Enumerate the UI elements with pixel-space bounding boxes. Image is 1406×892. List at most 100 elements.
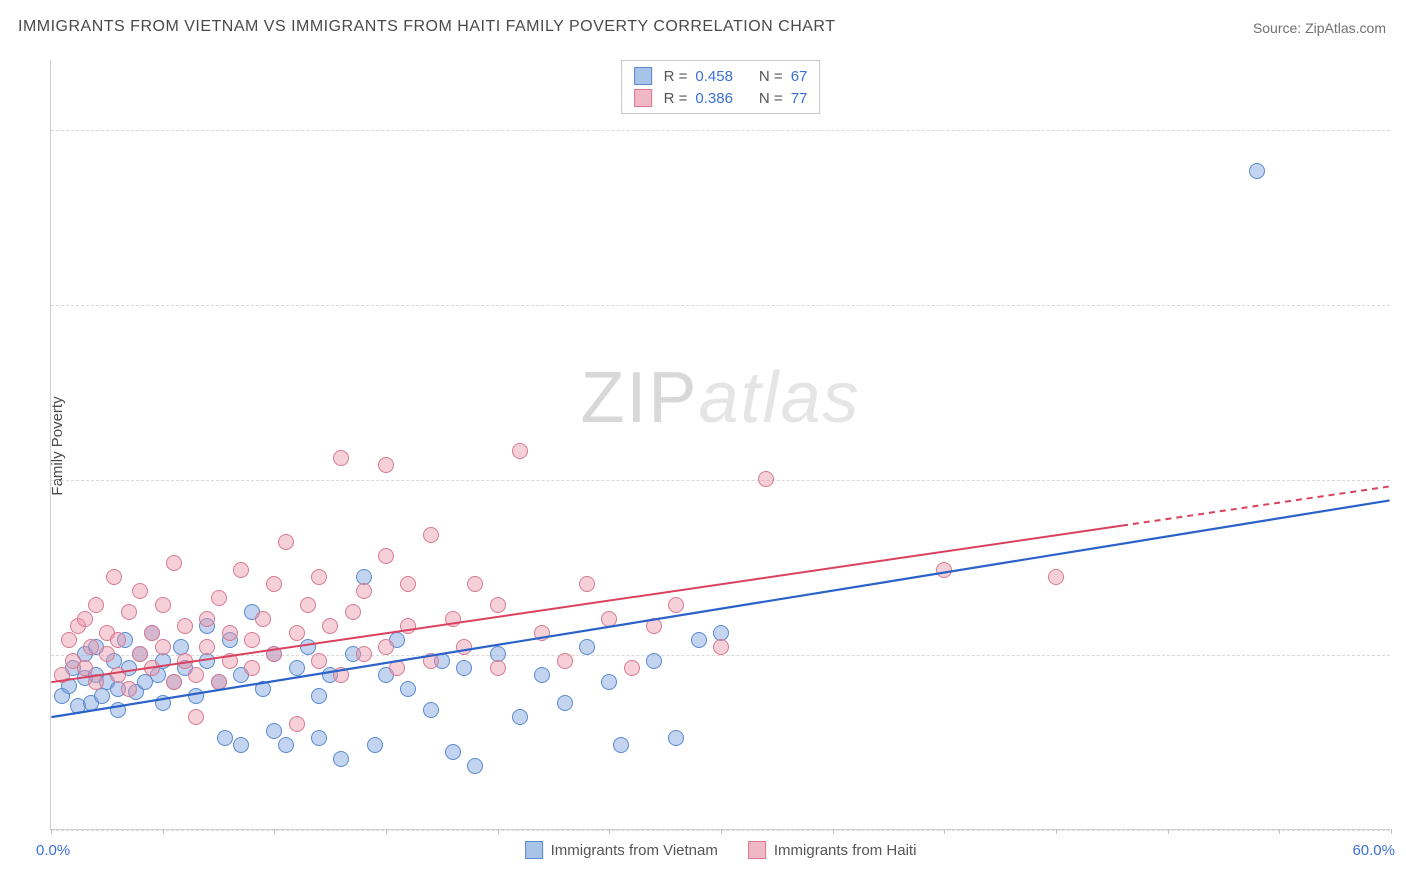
scatter-point [77,660,93,676]
scatter-point [278,737,294,753]
scatter-point [99,646,115,662]
x-tick [721,829,722,834]
scatter-point [222,625,238,641]
trend-lines [51,60,1390,829]
scatter-point [166,555,182,571]
scatter-point [300,639,316,655]
legend-item: Immigrants from Vietnam [525,841,718,859]
scatter-point [155,597,171,613]
scatter-point [356,583,372,599]
scatter-point [534,667,550,683]
scatter-point [211,590,227,606]
n-value: 67 [791,68,808,85]
scatter-point [557,653,573,669]
scatter-point [445,611,461,627]
legend-label: Immigrants from Haiti [774,842,917,859]
scatter-point [378,457,394,473]
scatter-point [54,667,70,683]
scatter-point [378,639,394,655]
scatter-point [423,527,439,543]
x-tick [1391,829,1392,834]
scatter-point [311,688,327,704]
legend-item: Immigrants from Haiti [748,841,917,859]
scatter-point [668,730,684,746]
scatter-point [155,695,171,711]
scatter-point [378,548,394,564]
scatter-point [333,751,349,767]
x-tick [498,829,499,834]
x-tick [609,829,610,834]
scatter-point [557,695,573,711]
scatter-point [322,618,338,634]
scatter-point [423,653,439,669]
scatter-point [289,716,305,732]
scatter-point [579,639,595,655]
scatter-point [166,674,182,690]
scatter-point [389,660,405,676]
gridline [51,655,1390,656]
scatter-point [445,744,461,760]
scatter-point [244,660,260,676]
scatter-point [278,534,294,550]
n-value: 77 [791,90,808,107]
scatter-point [490,660,506,676]
scatter-point [512,709,528,725]
scatter-point [266,723,282,739]
gridline [51,305,1390,306]
x-tick [1168,829,1169,834]
scatter-point [199,639,215,655]
scatter-point [106,569,122,585]
scatter-point [423,702,439,718]
scatter-point [601,611,617,627]
scatter-point [467,576,483,592]
source-attribution: Source: ZipAtlas.com [1253,20,1386,36]
y-tick-label: 37.5% [1395,297,1406,314]
gridline [51,130,1390,131]
scatter-point [624,660,640,676]
scatter-point [758,471,774,487]
scatter-point [646,653,662,669]
scatter-point [132,646,148,662]
scatter-point [255,611,271,627]
scatter-point [144,660,160,676]
scatter-point [713,639,729,655]
scatter-point [333,450,349,466]
legend-label: Immigrants from Vietnam [551,842,718,859]
watermark-zip: ZIP [580,358,698,438]
scatter-point [300,597,316,613]
scatter-point [88,597,104,613]
scatter-point [132,583,148,599]
r-value: 0.386 [695,90,733,107]
scatter-point [467,758,483,774]
watermark: ZIPatlas [580,357,860,439]
chart-title: IMMIGRANTS FROM VIETNAM VS IMMIGRANTS FR… [18,18,835,36]
scatter-point [121,604,137,620]
scatter-point [936,562,952,578]
series-legend: Immigrants from Vietnam Immigrants from H… [525,841,917,859]
n-label: N = [759,68,783,85]
scatter-point [345,604,361,620]
scatter-point [155,639,171,655]
scatter-point [199,611,215,627]
scatter-point [177,618,193,634]
legend-swatch [634,67,652,85]
x-axis-min-label: 0.0% [36,842,70,859]
x-tick [386,829,387,834]
r-value: 0.458 [695,68,733,85]
x-tick [51,829,52,834]
scatter-point [490,597,506,613]
scatter-point [356,646,372,662]
x-axis-max-label: 60.0% [1352,842,1395,859]
plot-area: ZIPatlas 12.5%25.0%37.5%50.0% R = 0.458N… [50,60,1390,830]
scatter-point [110,632,126,648]
scatter-point [94,688,110,704]
scatter-point [199,653,215,669]
scatter-point [367,737,383,753]
scatter-point [233,562,249,578]
n-label: N = [759,90,783,107]
scatter-point [217,730,233,746]
scatter-point [579,576,595,592]
legend-row: R = 0.458N = 67 [634,65,808,87]
scatter-point [691,632,707,648]
legend-swatch [525,841,543,859]
